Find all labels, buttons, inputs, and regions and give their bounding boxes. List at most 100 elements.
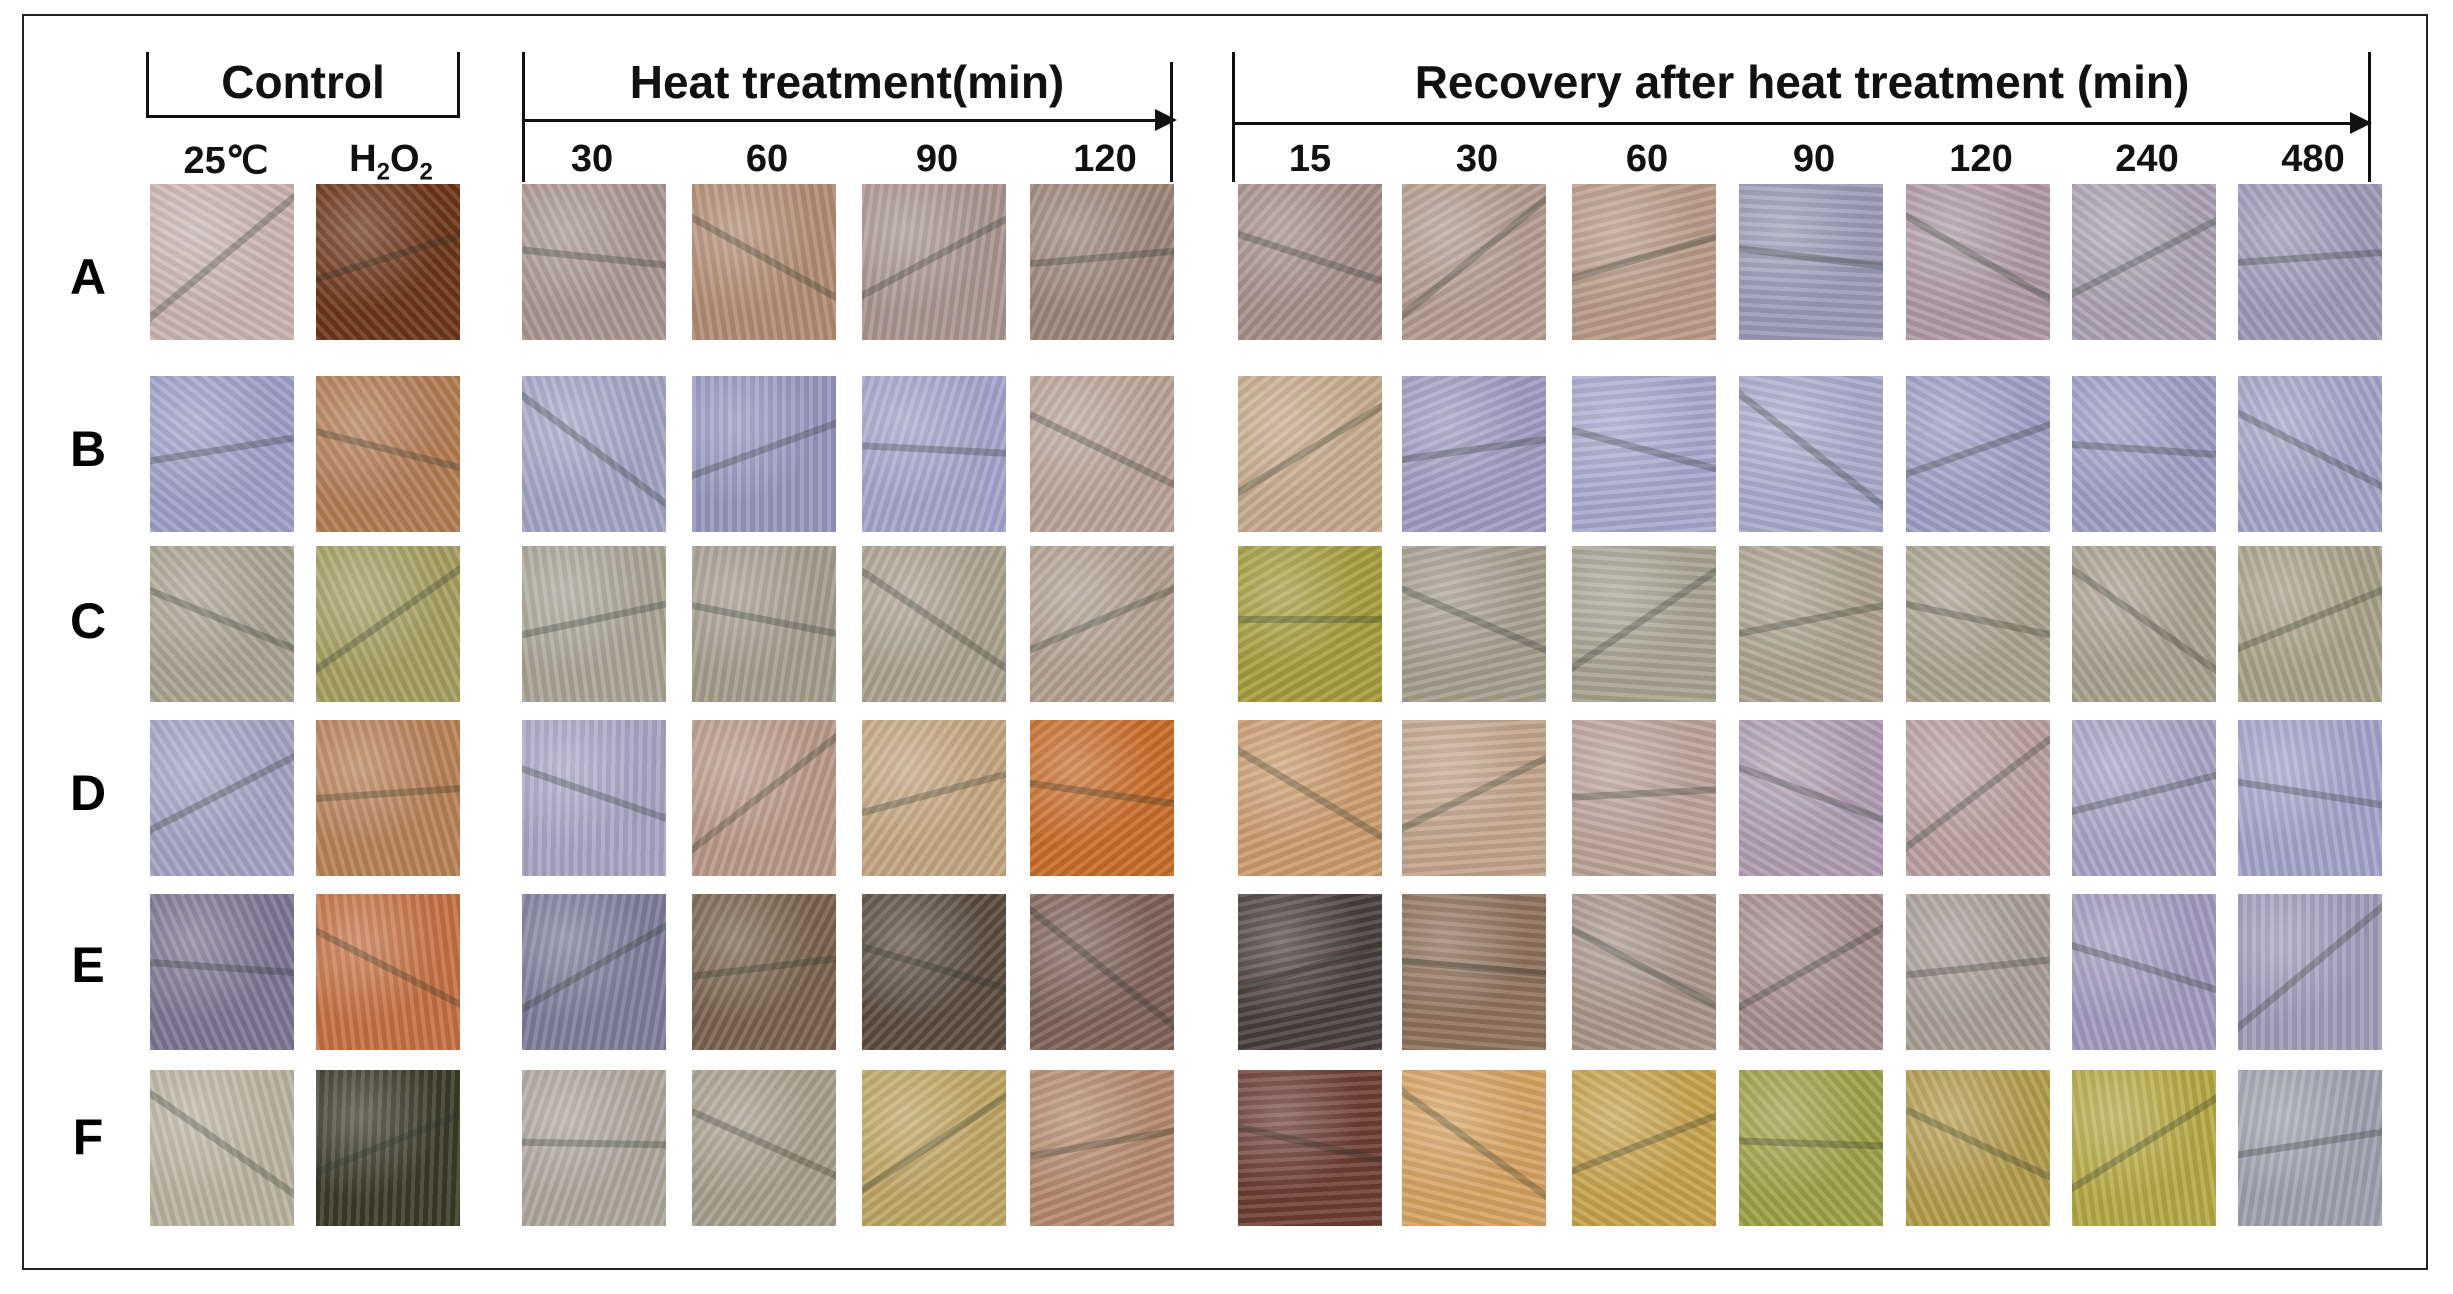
micrograph-e-8 xyxy=(1572,894,1716,1050)
leaf-vein xyxy=(2238,900,2382,1036)
leaf-vein xyxy=(2238,578,2382,661)
control-right-tick xyxy=(457,52,460,118)
leaf-vein xyxy=(316,421,460,478)
control-col-h2o2: H2O2 xyxy=(349,138,433,186)
row-label-d: D xyxy=(69,765,107,821)
micrograph-d-12 xyxy=(2238,720,2382,876)
micrograph-c-2 xyxy=(522,546,666,702)
leaf-vein xyxy=(1238,394,1382,505)
leaf-vein xyxy=(316,783,460,805)
leaf-vein xyxy=(1739,241,1883,274)
micrograph-a-3 xyxy=(692,184,836,340)
recovery-col-240: 240 xyxy=(2115,138,2179,180)
micrograph-a-6 xyxy=(1238,184,1382,340)
micrograph-c-10 xyxy=(1906,546,2050,702)
micrograph-c-11 xyxy=(2072,546,2216,702)
micrograph-f-7 xyxy=(1402,1070,1546,1226)
heat-col-90: 90 xyxy=(915,138,959,180)
micrograph-b-6 xyxy=(1238,376,1382,532)
micrograph-c-1 xyxy=(316,546,460,702)
leaf-vein xyxy=(150,957,294,979)
micrograph-b-2 xyxy=(522,376,666,532)
leaf-vein xyxy=(1739,915,1883,1020)
leaf-vein xyxy=(316,559,460,681)
micrograph-a-7 xyxy=(1402,184,1546,340)
leaf-vein xyxy=(2072,1087,2216,1201)
micrograph-e-4 xyxy=(862,894,1006,1050)
micrograph-d-5 xyxy=(1030,720,1174,876)
micrograph-c-4 xyxy=(862,546,1006,702)
leaf-vein xyxy=(316,918,460,1017)
micrograph-f-4 xyxy=(862,1070,1006,1226)
micrograph-f-1 xyxy=(316,1070,460,1226)
leaf-vein xyxy=(1906,730,2050,858)
leaf-vein xyxy=(1572,226,1716,289)
micrograph-c-3 xyxy=(692,546,836,702)
micrograph-e-10 xyxy=(1906,894,2050,1050)
micrograph-f-11 xyxy=(2072,1070,2216,1226)
leaf-vein xyxy=(1906,1097,2050,1190)
leaf-vein xyxy=(522,1138,666,1149)
leaf-vein xyxy=(1906,413,2050,486)
micrograph-f-5 xyxy=(1030,1070,1174,1226)
leaf-vein xyxy=(316,224,460,291)
heat-left-tick xyxy=(522,52,525,182)
leaf-vein xyxy=(1572,1104,1716,1184)
micrograph-b-1 xyxy=(316,376,460,532)
leaf-vein xyxy=(862,936,1006,999)
heat-title: Heat treatment(min) xyxy=(629,56,1065,108)
leaf-vein xyxy=(1030,245,1174,270)
leaf-vein xyxy=(150,578,294,661)
micrograph-b-5 xyxy=(1030,376,1174,532)
micrograph-b-11 xyxy=(2072,376,2216,532)
micrograph-c-5 xyxy=(1030,546,1174,702)
micrograph-c-0 xyxy=(150,546,294,702)
leaf-vein xyxy=(522,595,666,645)
leaf-vein xyxy=(1402,191,1546,324)
micrograph-f-0 xyxy=(150,1070,294,1226)
leaf-vein xyxy=(1238,933,1382,1003)
micrograph-b-10 xyxy=(1906,376,2050,532)
leaf-vein xyxy=(692,951,836,984)
control-title: Control xyxy=(221,56,385,108)
leaf-vein xyxy=(2072,765,2216,822)
micrograph-f-10 xyxy=(1906,1070,2050,1226)
micrograph-a-10 xyxy=(1906,184,2050,340)
leaf-vein xyxy=(522,757,666,830)
micrograph-f-6 xyxy=(1238,1070,1382,1226)
micrograph-b-8 xyxy=(1572,376,1716,532)
leaf-vein xyxy=(1906,204,2050,312)
row-label-a: A xyxy=(69,249,107,305)
leaf-vein xyxy=(150,1083,294,1205)
leaf-vein xyxy=(150,744,294,843)
leaf-vein xyxy=(692,205,836,310)
micrograph-d-0 xyxy=(150,720,294,876)
leaf-vein xyxy=(1238,223,1382,293)
leaf-vein xyxy=(2072,439,2216,461)
figure-frame xyxy=(22,14,2428,1270)
leaf-vein xyxy=(522,386,666,514)
micrograph-a-1 xyxy=(316,184,460,340)
leaf-vein xyxy=(1739,384,1883,515)
leaf-vein xyxy=(862,440,1006,459)
leaf-vein xyxy=(1030,577,1174,663)
leaf-vein xyxy=(1739,597,1883,643)
heat-col-120: 120 xyxy=(1073,138,1137,180)
leaf-vein xyxy=(1402,746,1546,842)
leaf-vein xyxy=(150,190,294,326)
micrograph-b-7 xyxy=(1402,376,1546,532)
heat-col-60: 60 xyxy=(745,138,789,180)
leaf-vein xyxy=(1906,953,2050,982)
micrograph-b-12 xyxy=(2238,376,2382,532)
leaf-vein xyxy=(1572,784,1716,803)
leaf-vein xyxy=(692,411,836,488)
recovery-col-480: 480 xyxy=(2281,138,2345,180)
micrograph-d-8 xyxy=(1572,720,1716,876)
micrograph-d-9 xyxy=(1739,720,1883,876)
micrograph-c-9 xyxy=(1739,546,1883,702)
leaf-vein xyxy=(2238,1124,2382,1163)
micrograph-d-7 xyxy=(1402,720,1546,876)
micrograph-e-2 xyxy=(522,894,666,1050)
row-label-e: E xyxy=(71,937,105,993)
micrograph-e-5 xyxy=(1030,894,1174,1050)
